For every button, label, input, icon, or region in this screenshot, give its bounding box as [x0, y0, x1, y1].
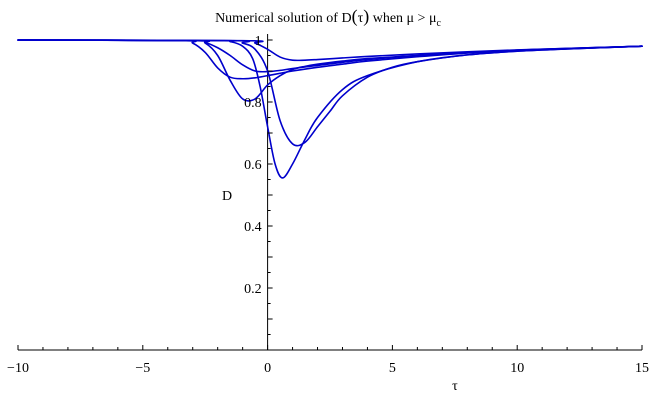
y-tick-label: 1: [255, 34, 262, 49]
ticks: −10 −5 0 5 10 15 0.2 0.4 0.6 0.8 1: [7, 34, 649, 376]
title-mu2: μ: [429, 11, 437, 26]
title-open-paren: (: [352, 6, 358, 27]
y-tick-label: 0.6: [244, 158, 262, 173]
series-line-4: [17, 39, 643, 179]
chart-title: Numerical solution of D(τ) when μ > μc: [215, 6, 441, 29]
x-tick-label: 15: [635, 361, 649, 376]
title-prefix: Numerical solution of: [215, 11, 341, 26]
title-gt: >: [414, 11, 429, 26]
y-tick-label: 0.8: [244, 96, 262, 111]
x-tick-label: 0: [264, 361, 271, 376]
title-mu: μ: [407, 11, 415, 26]
y-tick-label: 0.4: [244, 220, 262, 235]
x-tick-label: 10: [510, 361, 524, 376]
series-line-6: [17, 39, 643, 62]
title-subscript: c: [436, 18, 441, 29]
x-axis-label: τ: [452, 379, 458, 394]
y-axis-label: D: [222, 189, 232, 204]
title-arg: τ: [358, 11, 364, 26]
axes: [18, 34, 642, 351]
x-tick-label: 5: [389, 361, 396, 376]
series-line-3: [17, 39, 643, 73]
x-tick-label: −10: [7, 361, 29, 376]
title-close-paren: ): [363, 6, 369, 27]
title-func: D: [341, 11, 351, 26]
series-line-5: [17, 39, 643, 147]
x-tick-label: −5: [135, 361, 150, 376]
title-middle: when: [369, 11, 406, 26]
series-group: [17, 39, 643, 179]
y-tick-label: 0.2: [244, 282, 262, 297]
